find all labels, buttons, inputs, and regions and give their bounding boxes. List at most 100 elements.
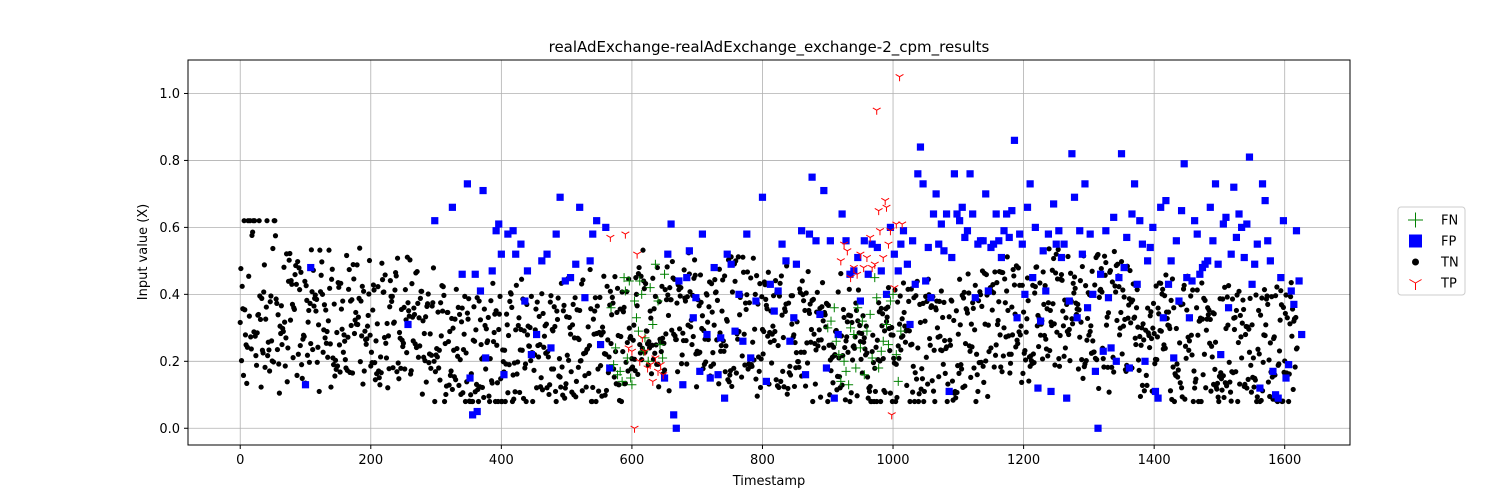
x-axis-label: Timestamp [732,474,806,489]
point-tn [676,326,683,332]
point-tn [593,398,599,405]
point-tn [687,289,693,295]
point-fn [653,296,663,306]
point-tn [692,272,698,278]
point-tn [310,346,316,353]
point-tn [864,374,871,380]
point-tn [579,281,585,287]
point-fp [471,270,479,278]
point-fn [826,316,836,326]
point-fp [948,253,956,262]
point-tn [321,302,328,308]
point-tn [1209,354,1215,360]
point-tn [562,395,568,401]
point-fp [576,203,584,211]
point-tn [884,314,890,320]
point-tn [710,361,717,367]
point-tn [481,394,487,401]
point-fp [770,307,778,315]
point-tn [1170,364,1176,370]
point-tn [893,361,899,367]
point-tn [921,398,927,405]
point-tp [836,258,845,266]
point-tn [238,265,244,272]
point-fn [882,319,892,329]
point-tn [713,289,719,295]
point-tn [297,287,303,293]
point-tn [515,322,521,329]
point-tn [861,335,867,341]
point-tn [1039,356,1046,362]
point-tn [940,314,946,321]
point-tn [1152,361,1158,367]
point-tn [814,289,820,295]
point-tn [294,372,300,378]
point-tn [1096,385,1102,392]
point-tn [855,287,862,293]
point-fn [630,296,640,306]
x-tick-label: 200 [358,453,383,468]
point-tn [818,337,824,343]
point-tn [516,315,522,321]
point-tn [1258,397,1264,404]
point-fp [727,260,735,268]
point-fn [874,363,884,373]
point-tn [953,395,959,401]
point-tn [1067,358,1073,364]
point-tn [1099,289,1105,295]
point-fp [846,270,854,278]
point-tn [939,347,945,354]
point-tp [884,241,893,249]
point-tn [739,353,745,359]
point-fp [1089,290,1097,298]
point-tn [554,308,560,314]
point-tn [917,319,924,326]
point-fp [801,371,810,379]
point-fp [860,237,868,245]
point-tn [1026,378,1032,384]
point-tn [564,352,570,358]
point-tn [1000,353,1006,359]
x-tick-label: 1400 [1138,453,1171,468]
point-tn [854,393,860,399]
point-tn [1189,352,1195,358]
point-tn [663,297,670,303]
point-tn [1136,367,1142,373]
point-tn [527,324,533,331]
x-tick-label: 400 [489,453,514,468]
point-tp [624,345,633,353]
point-fp [479,186,487,195]
point-tn [853,307,860,314]
point-tn [1116,332,1123,338]
point-tn [1046,246,1052,252]
point-tn [811,331,817,337]
point-tn [436,365,442,371]
point-tn [796,364,802,370]
point-tn [816,327,822,333]
point-tn [682,298,689,304]
point-tn [880,356,886,362]
point-tn [1103,259,1109,266]
point-tn [913,376,920,382]
point-tn [1109,279,1115,285]
point-fp [1023,203,1032,211]
legend-frame [1397,206,1466,296]
point-tn [314,359,320,365]
point-tn [1199,280,1205,286]
point-fn [893,376,903,386]
point-fp [937,220,945,228]
point-tp [646,361,655,370]
point-tn [1292,364,1298,370]
point-tn [815,343,821,349]
point-tn [402,287,408,293]
point-tn [897,293,903,299]
point-tn [317,247,323,253]
point-tn [420,318,426,324]
point-tn [592,295,598,301]
point-fp [982,190,990,198]
point-tn [311,303,317,309]
point-tn [1271,334,1277,340]
point-tn [377,382,383,388]
point-fp [963,227,972,235]
point-fp [1144,257,1152,265]
